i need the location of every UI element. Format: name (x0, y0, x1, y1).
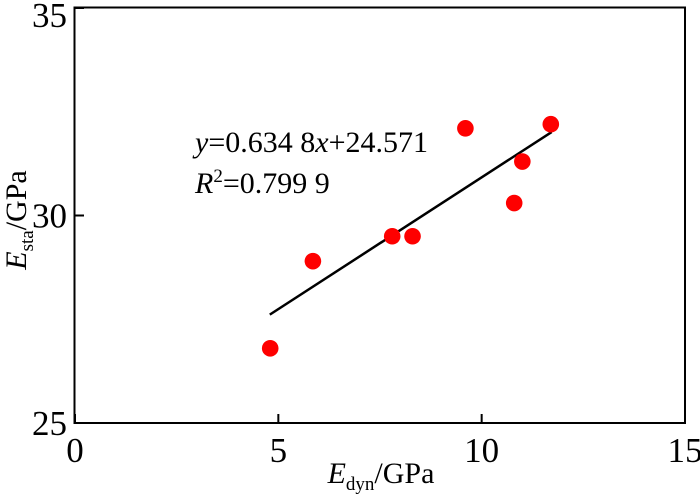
r-squared-tail: =0.799 9 (223, 167, 330, 200)
data-point (514, 153, 531, 170)
y-axis-symbol: E (0, 251, 33, 270)
data-point (383, 227, 401, 245)
y-tick-label: 30 (32, 197, 67, 236)
y-axis-label: Esta/GPa (0, 170, 38, 270)
x-axis-unit: /GPa (374, 457, 434, 490)
x-axis-symbol: E (327, 457, 346, 490)
x-tick-label: 15 (668, 431, 700, 470)
y-tick-label: 35 (32, 0, 67, 35)
data-point (505, 194, 523, 212)
axis-tick-labels: 0 5 10 15 25 30 35 (32, 0, 700, 470)
data-point (542, 115, 560, 133)
y-axis-subscript: sta (17, 230, 38, 252)
x-tick-label: 5 (270, 431, 288, 470)
x-axis-subscript: dyn (346, 474, 375, 495)
x-tick-label: 0 (66, 431, 84, 470)
x-axis-label: Edyn/GPa (327, 457, 435, 495)
equation-y-var: y (192, 126, 209, 159)
data-point (457, 120, 474, 137)
trendline (269, 131, 553, 316)
equation-tail: +24.571 (329, 126, 428, 159)
data-points (261, 115, 560, 357)
plot-border (73, 6, 686, 424)
y-tick-label: 25 (32, 404, 67, 443)
r-squared-exponent: 2 (213, 166, 223, 187)
equation-annotation: y=0.634 8x+24.571 (192, 126, 428, 159)
r-squared-annotation: R2=0.799 9 (194, 166, 330, 200)
axis-ticks (74, 7, 686, 424)
data-point (261, 340, 279, 357)
y-axis-unit: /GPa (0, 170, 33, 230)
equation-x-var: x (314, 126, 329, 159)
equation-mid: =0.634 8 (208, 126, 315, 159)
x-tick-label: 10 (464, 431, 499, 470)
data-point (304, 252, 322, 270)
data-point (404, 227, 421, 245)
r-squared-var: R (194, 167, 213, 200)
